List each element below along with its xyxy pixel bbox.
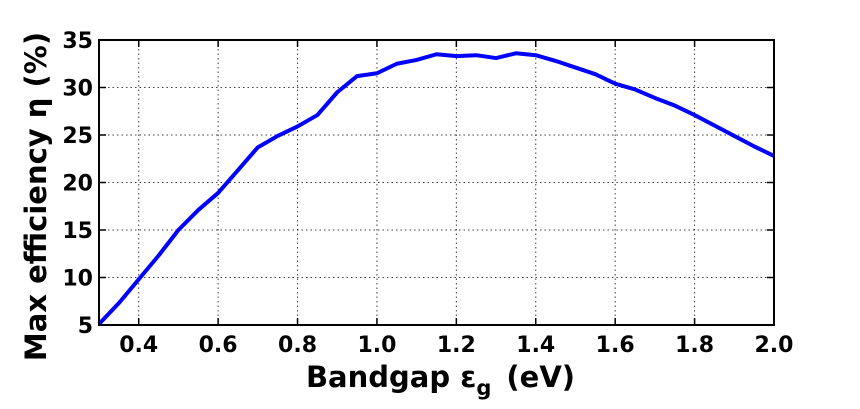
y-tick-label: 20	[62, 172, 93, 197]
y-tick-label: 30	[62, 77, 93, 102]
x-tick-label: 1.2	[437, 333, 476, 358]
grid	[99, 40, 775, 325]
x-tick-label: 0.6	[199, 333, 238, 358]
y-axis-label: Max efficiency η (%)	[19, 32, 53, 361]
y-tick-label: 25	[62, 124, 93, 149]
x-tick-label: 1.4	[516, 333, 555, 358]
plot-area	[97, 51, 775, 326]
x-axis-label-subscript: g	[476, 376, 491, 400]
x-axis-label-symbol: ε	[460, 360, 476, 394]
x-tick-label: 1.8	[675, 333, 714, 358]
x-axis-label-unit: (eV)	[506, 360, 575, 394]
y-tick-label: 5	[78, 314, 93, 339]
x-tick-label: 2.0	[755, 333, 794, 358]
x-tick-label: 0.4	[119, 333, 158, 358]
axis-ticks	[99, 39, 775, 326]
y-tick-label: 35	[62, 29, 93, 54]
x-axis-label: Bandgap εg (eV)	[306, 360, 575, 400]
y-tick-labels: 5 10 15 20 25 30 35	[62, 29, 93, 339]
x-tick-label: 1.6	[596, 333, 635, 358]
x-tick-label: 0.8	[278, 333, 317, 358]
y-tick-label: 10	[62, 267, 93, 292]
x-axis-label-prefix: Bandgap	[306, 360, 460, 394]
x-tick-labels: 0.4 0.6 0.8 1.0 1.2 1.4 1.6 1.8 2.0	[119, 333, 793, 358]
y-tick-label: 15	[62, 219, 93, 244]
efficiency-series-line	[97, 51, 775, 326]
x-tick-label: 1.0	[357, 333, 396, 358]
